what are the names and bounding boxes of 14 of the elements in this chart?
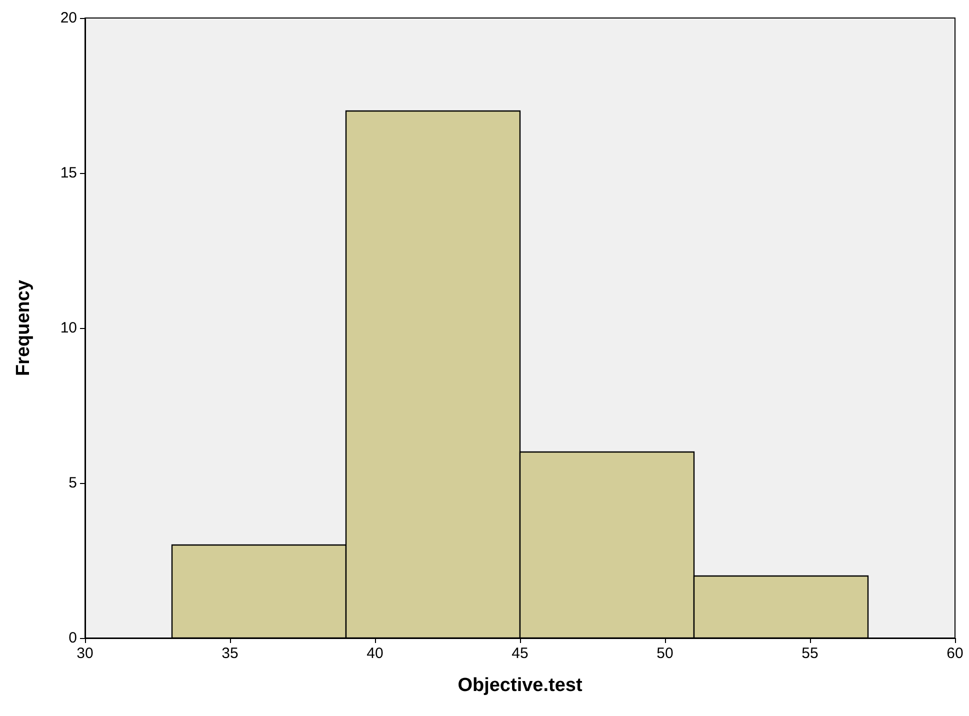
y-tick-label: 0 <box>68 630 77 646</box>
y-tick-label: 5 <box>68 474 77 492</box>
x-tick-label: 40 <box>366 645 384 662</box>
x-tick-label: 45 <box>512 645 528 662</box>
x-axis-title: Objective.test <box>458 675 583 696</box>
x-tick-label: 50 <box>656 645 674 662</box>
x-tick-label: 55 <box>802 645 818 662</box>
y-tick-label: 20 <box>60 10 77 26</box>
x-tick-label: 30 <box>76 645 94 662</box>
x-tick-label: 60 <box>946 645 964 662</box>
y-tick-label: 10 <box>60 320 77 336</box>
y-tick-label: 15 <box>60 164 77 182</box>
x-tick-label: 35 <box>222 645 238 662</box>
y-axis-title: Frequency <box>13 280 34 376</box>
